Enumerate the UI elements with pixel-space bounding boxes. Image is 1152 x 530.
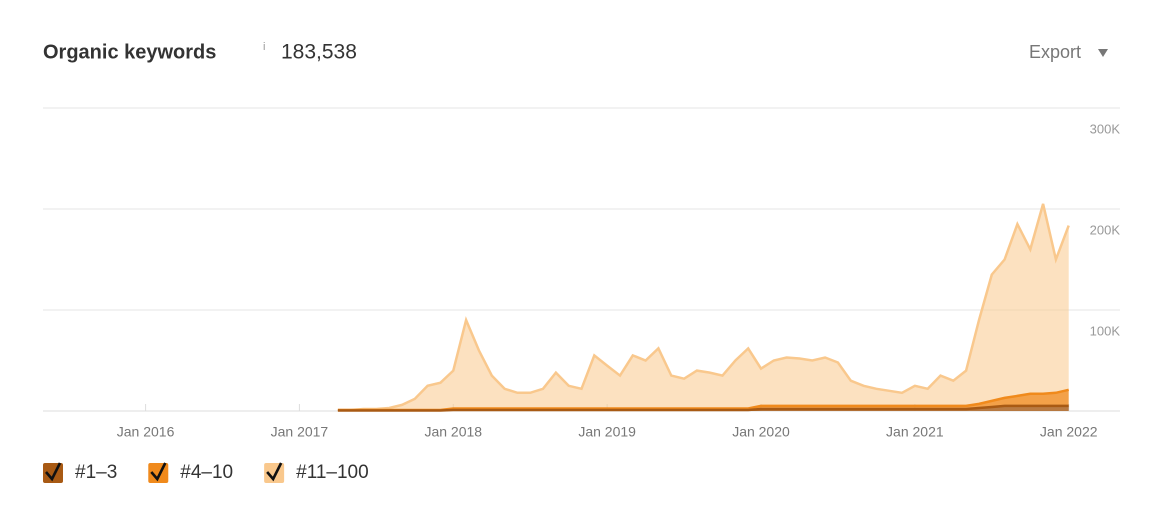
info-icon[interactable]: i (263, 41, 265, 53)
area-line (337, 388, 1069, 412)
y-tick-label: 300K (1090, 121, 1121, 136)
legend-item[interactable]: #4–10 (148, 462, 233, 483)
y-tick-label: 200K (1090, 222, 1121, 237)
export-arrow[interactable] (1098, 49, 1108, 57)
area (337, 203, 1069, 410)
legend-item[interactable]: #1–3 (43, 462, 117, 483)
legend-item[interactable]: #11–100 (264, 462, 369, 483)
legend-label: #4–10 (180, 462, 233, 483)
widget-title: Organic keywords (43, 41, 216, 63)
check-mark (150, 462, 167, 482)
x-tick-label: Jan 2016 (117, 424, 175, 440)
x-tick-label: Jan 2020 (732, 424, 790, 440)
x-tick-label: Jan 2022 (1040, 424, 1098, 440)
export-button[interactable]: Export (1029, 42, 1081, 62)
check-mark (45, 462, 62, 482)
total-count: 183,538 (281, 41, 357, 64)
x-tick-label: Jan 2021 (886, 424, 944, 440)
y-tick-label: 100K (1090, 323, 1121, 338)
area-line (337, 203, 1070, 412)
x-tick-label: Jan 2017 (271, 424, 329, 440)
x-tick-label: Jan 2018 (424, 424, 482, 440)
x-tick-label: Jan 2019 (578, 424, 636, 440)
area-line (337, 404, 1069, 412)
check-mark (266, 462, 283, 482)
legend-label: #11–100 (296, 462, 369, 483)
legend-label: #1–3 (75, 462, 117, 483)
